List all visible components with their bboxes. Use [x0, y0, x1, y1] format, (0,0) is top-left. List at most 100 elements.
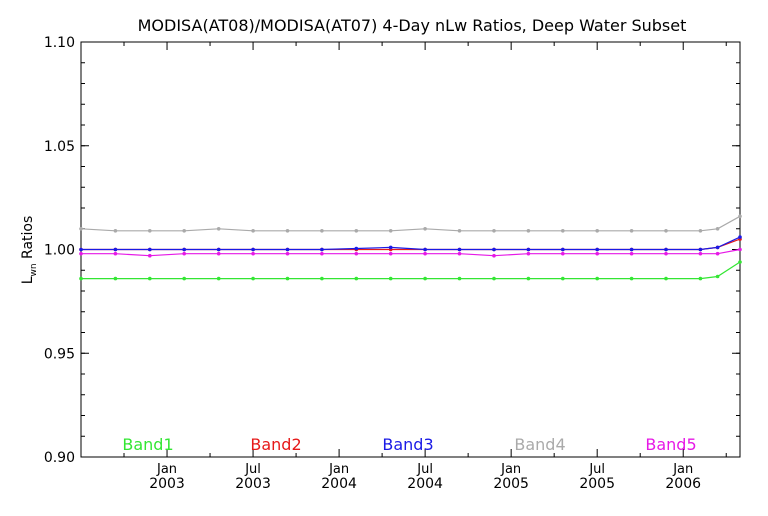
- legend: Band1 Band2 Band3 Band4 Band5: [122, 435, 696, 454]
- data-point-band5: [698, 251, 703, 256]
- data-point-band4: [698, 229, 703, 233]
- data-point-band5: [354, 251, 359, 256]
- data-point-band1: [388, 276, 393, 281]
- data-point-band4: [423, 227, 427, 231]
- data-point-band5: [216, 251, 221, 256]
- data-point-band1: [457, 276, 462, 281]
- x-tick-label-month: Jan: [156, 462, 177, 477]
- x-tick-label-month: Jan: [328, 462, 349, 477]
- data-point-band1: [492, 276, 496, 281]
- data-point-band1: [715, 274, 720, 279]
- data-point-band5: [526, 251, 531, 256]
- data-point-band3: [738, 235, 742, 239]
- svg-text:Lwn Ratios: Lwn Ratios: [20, 216, 39, 285]
- data-point-band5: [738, 247, 742, 252]
- data-point-band4: [561, 229, 565, 233]
- data-point-band1: [320, 276, 324, 281]
- data-point-band3: [457, 247, 462, 252]
- data-point-band4: [216, 227, 221, 231]
- data-point-band5: [423, 251, 427, 256]
- data-point-band3: [320, 247, 324, 252]
- data-point-band3: [388, 245, 393, 250]
- legend-entry-band1: Band1: [122, 435, 173, 454]
- y-tick-label: 1.10: [44, 35, 75, 51]
- data-point-band4: [526, 229, 531, 233]
- data-point-band5: [320, 251, 324, 256]
- data-point-band1: [423, 276, 427, 281]
- data-point-band3: [492, 247, 496, 252]
- x-tick-label-year: 2004: [407, 476, 443, 492]
- data-point-band3: [148, 247, 152, 252]
- series-line-band4: [80, 215, 741, 232]
- data-point-band5: [285, 251, 290, 256]
- data-point-band1: [251, 276, 255, 281]
- data-point-band3: [354, 246, 359, 251]
- data-point-band4: [354, 229, 359, 233]
- legend-entry-band3: Band3: [382, 435, 433, 454]
- data-point-band5: [457, 251, 462, 256]
- x-tick-label-year: 2005: [493, 476, 529, 492]
- x-tick-label-year: 2004: [321, 476, 357, 492]
- data-point-band4: [664, 229, 668, 233]
- data-point-band1: [526, 276, 531, 281]
- x-tick-label-year: 2006: [665, 476, 701, 492]
- legend-entry-band4: Band4: [514, 435, 565, 454]
- y-axis-label-rest: Ratios: [20, 216, 36, 264]
- data-point-band5: [251, 251, 255, 256]
- y-tick-label: 1.05: [44, 139, 75, 155]
- data-point-band1: [738, 260, 742, 264]
- data-point-band3: [698, 247, 703, 252]
- data-point-band3: [595, 247, 599, 252]
- data-point-band4: [148, 229, 152, 233]
- data-point-band1: [148, 276, 152, 281]
- data-point-band5: [148, 253, 152, 258]
- x-tick-label-month: Jan: [500, 462, 521, 477]
- data-point-band3: [182, 247, 186, 252]
- data-point-band1: [354, 276, 359, 281]
- y-axis: 0.90 0.95 1.00 1.05 1.10: [44, 35, 740, 466]
- series-line-band5: [81, 248, 741, 257]
- data-point-band4: [457, 229, 462, 233]
- x-tick-label-month: Jul: [416, 462, 433, 477]
- data-point-band1: [79, 276, 83, 281]
- data-point-band1: [561, 276, 565, 281]
- data-point-band1: [698, 276, 703, 281]
- data-point-band4: [251, 229, 255, 233]
- x-tick-label-year: 2003: [235, 476, 271, 492]
- data-point-band5: [561, 251, 565, 256]
- y-tick-label: 0.90: [44, 450, 75, 466]
- data-point-band4: [388, 229, 393, 233]
- data-point-band4: [79, 227, 83, 231]
- data-point-band5: [715, 251, 720, 256]
- data-point-band1: [285, 276, 290, 281]
- data-point-band4: [285, 229, 290, 233]
- data-point-band3: [285, 247, 290, 252]
- series-line-band1: [81, 261, 741, 280]
- data-point-band5: [595, 251, 599, 256]
- data-point-band3: [526, 247, 531, 252]
- legend-entry-band5: Band5: [645, 435, 696, 454]
- y-axis-label-main: L: [20, 276, 36, 284]
- y-axis-label: Lwn Ratios: [20, 216, 39, 285]
- data-point-band5: [388, 251, 393, 256]
- data-point-band1: [216, 276, 221, 281]
- data-point-band3: [561, 247, 565, 252]
- data-point-band1: [113, 276, 118, 281]
- data-point-band3: [664, 247, 668, 252]
- data-point-band5: [182, 251, 186, 256]
- x-tick-label-month: Jul: [588, 462, 605, 477]
- y-tick-label: 0.95: [44, 346, 75, 362]
- chart-title: MODISA(AT08)/MODISA(AT07) 4-Day nLw Rati…: [138, 16, 687, 35]
- x-axis: Jan2003Jul2003Jan2004Jul2004Jan2005Jul20…: [123, 42, 727, 492]
- legend-entry-band2: Band2: [250, 435, 301, 454]
- data-point-band4: [715, 227, 720, 231]
- data-point-band1: [595, 276, 599, 281]
- data-point-band5: [664, 251, 668, 256]
- data-point-band4: [492, 229, 496, 233]
- data-point-band4: [320, 229, 324, 233]
- data-point-band4: [182, 229, 186, 233]
- data-point-band3: [629, 247, 634, 252]
- x-tick-label-month: Jan: [672, 462, 693, 477]
